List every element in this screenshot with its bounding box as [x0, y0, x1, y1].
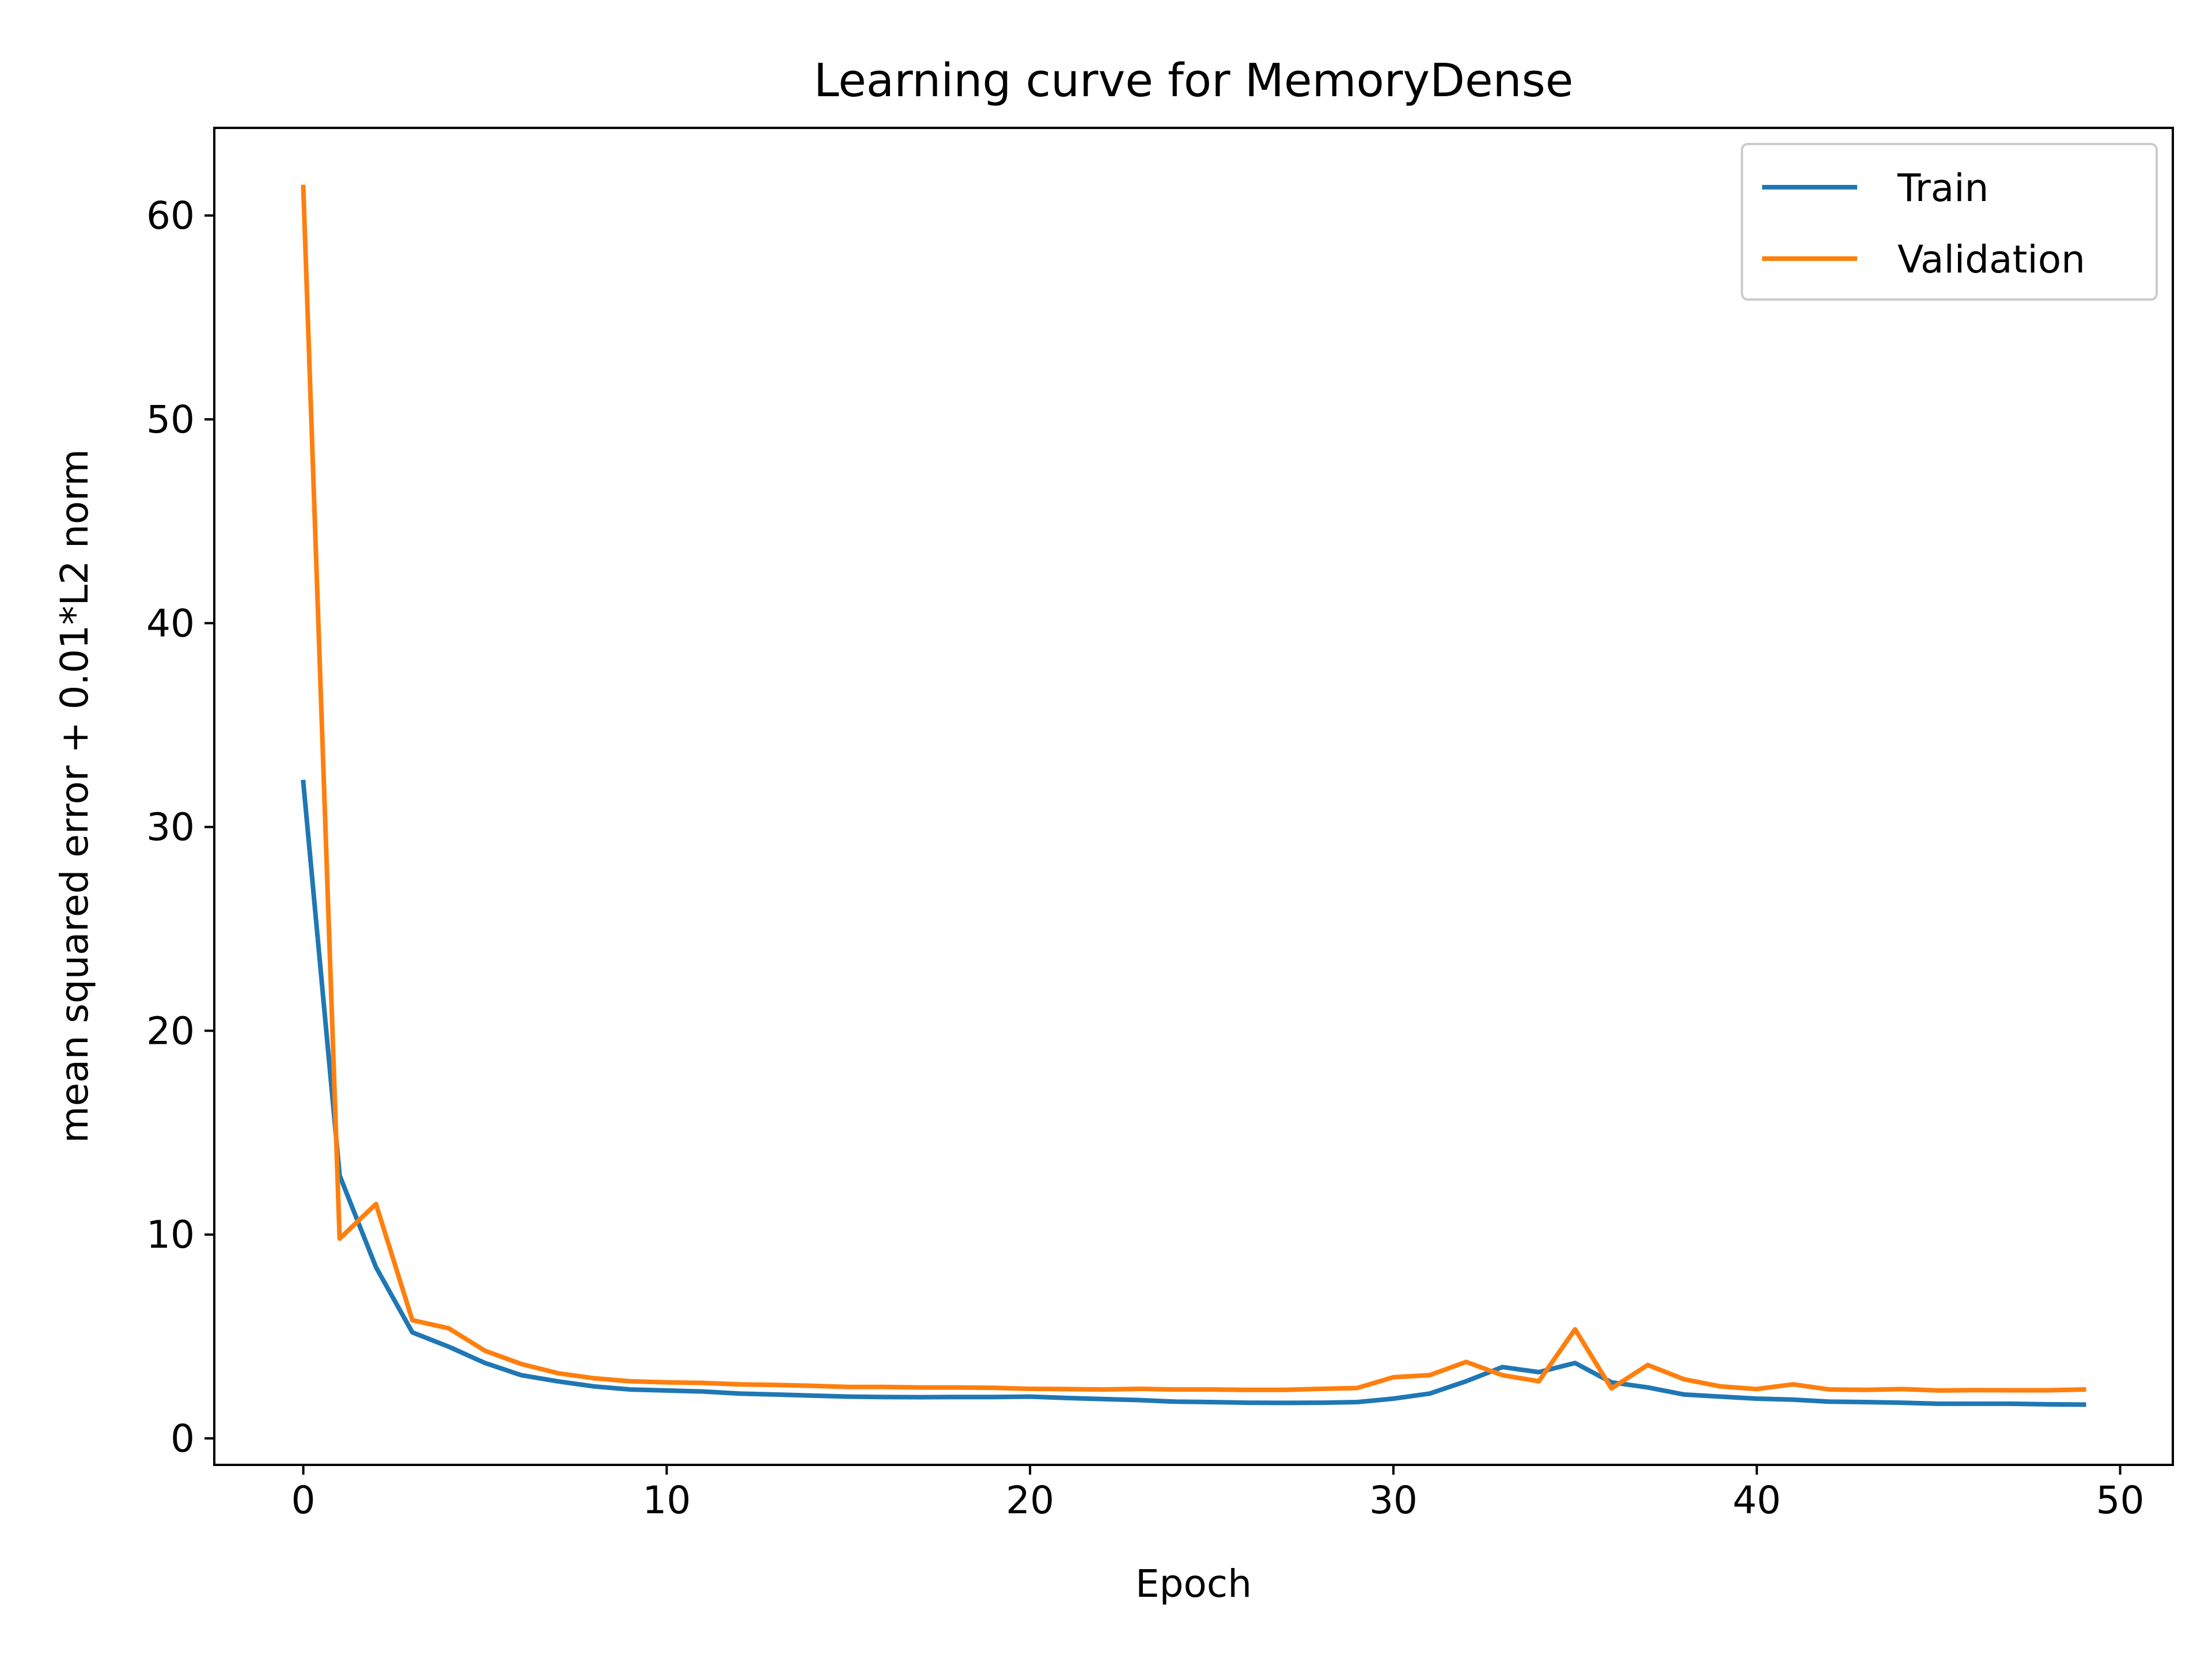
x-axis-ticks: 0 10 20 30 40 50 — [291, 1465, 2145, 1522]
series-lines — [301, 184, 2086, 1407]
y-tick-label: 10 — [146, 1213, 195, 1257]
series-line-validation — [301, 184, 2086, 1393]
y-tick-label: 30 — [146, 805, 195, 850]
y-axis-label: mean squared error + 0.01*L2 norm — [52, 449, 97, 1143]
x-tick-label: 30 — [1369, 1478, 1418, 1522]
y-axis-ticks: 0 10 20 30 40 50 60 — [146, 194, 214, 1461]
legend-label-validation: Validation — [1897, 237, 2085, 282]
y-tick-label: 50 — [146, 397, 195, 442]
series-line-train — [301, 779, 2086, 1407]
y-tick-label: 0 — [171, 1416, 195, 1461]
x-tick-label: 10 — [642, 1478, 691, 1522]
x-tick-label: 0 — [291, 1478, 316, 1522]
legend-label-train: Train — [1897, 166, 1988, 210]
y-tick-label: 20 — [146, 1009, 195, 1053]
chart-title: Learning curve for MemoryDense — [814, 54, 1574, 107]
legend: Train Validation — [1741, 143, 2158, 301]
plot-frame — [213, 127, 2174, 1466]
x-tick-label: 20 — [1006, 1478, 1054, 1522]
y-tick-label: 60 — [146, 194, 195, 238]
x-tick-label: 50 — [2096, 1478, 2145, 1522]
y-tick-label: 40 — [146, 601, 195, 646]
x-tick-label: 40 — [1733, 1478, 1781, 1522]
x-axis-label: Epoch — [1135, 1562, 1252, 1606]
